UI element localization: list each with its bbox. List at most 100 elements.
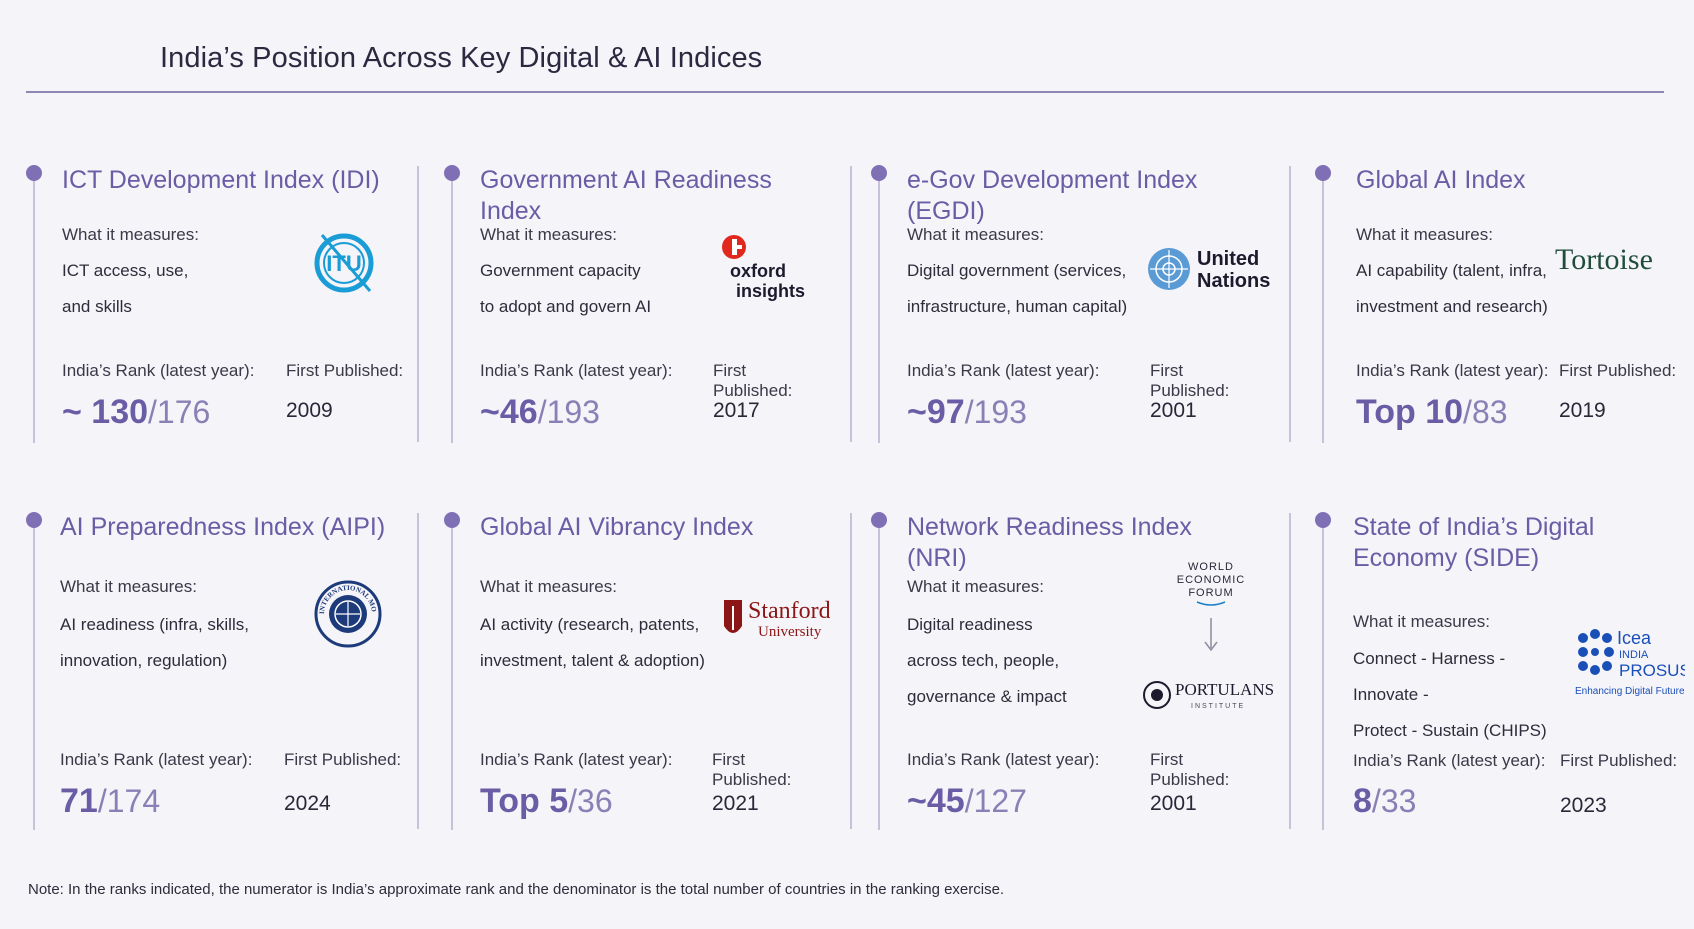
title-rule	[26, 91, 1664, 93]
rank-value: 71/174	[60, 782, 161, 820]
first-published-label: First Published:	[712, 750, 792, 789]
index-card-ai-vibrancy: Global AI Vibrancy Index What it measure…	[444, 512, 831, 830]
first-published-label: First Published:	[286, 361, 404, 380]
first-published-year: 2009	[286, 399, 333, 422]
card-title: Global AI Index	[1356, 166, 1526, 194]
index-card-aipi: AI Preparedness Index (AIPI) What it mea…	[26, 512, 406, 830]
first-published-year: 2021	[712, 792, 759, 815]
rank-label: India’s Rank (latest year):	[62, 361, 255, 380]
svg-text:University: University	[758, 624, 822, 640]
svg-text:Stanford: Stanford	[748, 598, 830, 624]
index-card-egdi: e-Gov Development Index (EGDI) What it m…	[871, 165, 1270, 443]
footnote: Note: In the ranks indicated, the numera…	[28, 881, 1005, 898]
card-title: ICT Development Index (IDI)	[62, 166, 380, 194]
index-card-gari: Government AI Readiness Index What it me…	[444, 165, 824, 443]
first-published-year: 2001	[1150, 792, 1197, 815]
svg-text:INSTITUTE: INSTITUTE	[1191, 703, 1245, 710]
rank-value: ~45/127	[907, 782, 1027, 820]
svg-text:Tortoise: Tortoise	[1555, 243, 1653, 276]
svg-text:INDIA: INDIA	[1619, 649, 1649, 661]
first-published-year: 2019	[1559, 399, 1606, 422]
timeline-dot	[26, 512, 42, 528]
svg-text:Enhancing Digital Future: Enhancing Digital Future	[1575, 686, 1685, 697]
svg-text:Nations: Nations	[1197, 270, 1270, 292]
svg-text:Icea: Icea	[1617, 628, 1652, 648]
svg-text:ITU: ITU	[326, 251, 361, 276]
divider	[1289, 166, 1291, 442]
first-published-label: First Published:	[1150, 750, 1230, 789]
rank-value: ~46/193	[480, 393, 600, 431]
rank-value: Top 10/83	[1356, 393, 1508, 431]
index-card-idi: ICT Development Index (IDI) What it meas…	[26, 165, 406, 443]
rank-label: India’s Rank (latest year):	[480, 361, 673, 380]
rank-label: India’s Rank (latest year):	[1356, 361, 1549, 380]
wef-portulans-logo: WORLD ECONOMIC FORUM PORTULANS INSTITUTE	[1143, 560, 1277, 735]
timeline-dot	[444, 165, 460, 181]
measures-label: What it measures:	[60, 577, 197, 596]
rank-label: India’s Rank (latest year):	[60, 750, 253, 769]
rank-label: India’s Rank (latest year):	[907, 361, 1100, 380]
measures-label: What it measures:	[907, 225, 1044, 244]
divider	[850, 513, 852, 829]
rank-value: 8/33	[1353, 782, 1417, 820]
imf-seal-logo: INTERNATIONAL MONETARY FUND	[311, 572, 384, 655]
measures-label: What it measures:	[480, 225, 617, 244]
divider	[850, 166, 852, 442]
first-published-year: 2024	[284, 792, 331, 815]
svg-text:oxford: oxford	[730, 261, 786, 281]
index-card-nri: Network Readiness Index (NRI) What it me…	[871, 512, 1274, 830]
measures-label: What it measures:	[907, 577, 1044, 596]
divider	[417, 166, 419, 442]
index-card-global-ai-index: Global AI Index What it measures: AI cap…	[1315, 165, 1685, 443]
svg-text:PROSUS: PROSUS	[1619, 661, 1685, 680]
card-title: State of India’s Digital Economy (SIDE)	[1353, 513, 1595, 572]
timeline-dot	[1315, 512, 1331, 528]
measures-text: Digital readiness across tech, people, g…	[907, 615, 1067, 706]
timeline-dot	[1315, 165, 1331, 181]
timeline-dot	[871, 512, 887, 528]
card-title: Global AI Vibrancy Index	[480, 513, 754, 541]
first-published-year: 2023	[1560, 794, 1607, 817]
rank-value: ~97/193	[907, 393, 1027, 431]
rank-value: ~ 130/176	[62, 393, 211, 431]
svg-text:FORUM: FORUM	[1188, 587, 1233, 599]
divider	[1289, 513, 1291, 829]
rank-label: India’s Rank (latest year):	[1353, 751, 1546, 770]
first-published-label: First Published:	[1559, 361, 1677, 380]
first-published-label: First Published:	[1560, 751, 1678, 770]
tortoise-logo: Tortoise	[1555, 241, 1667, 286]
timeline-dot	[871, 165, 887, 181]
measures-text: ICT access, use, and skills	[62, 261, 189, 316]
card-title: AI Preparedness Index (AIPI)	[60, 513, 386, 541]
first-published-year: 2001	[1150, 399, 1197, 422]
card-title: Government AI Readiness Index	[480, 166, 772, 225]
page-title: India’s Position Across Key Digital & AI…	[160, 42, 763, 74]
card-title: Network Readiness Index (NRI)	[907, 513, 1192, 572]
timeline-dot	[444, 512, 460, 528]
measures-text: Government capacity to adopt and govern …	[480, 261, 652, 316]
measures-text: AI readiness (infra, skills, innovation,…	[60, 615, 249, 670]
rank-label: India’s Rank (latest year):	[907, 750, 1100, 769]
svg-text:PORTULANS: PORTULANS	[1175, 680, 1274, 699]
measures-text: AI activity (research, patents, investme…	[480, 615, 705, 670]
svg-text:insights: insights	[736, 281, 805, 301]
measures-label: What it measures:	[1353, 612, 1490, 631]
measures-label: What it measures:	[62, 225, 199, 244]
rank-label: India’s Rank (latest year):	[480, 750, 673, 769]
stanford-logo: Stanford University	[720, 596, 831, 651]
first-published-year: 2017	[713, 399, 760, 422]
card-title: e-Gov Development Index (EGDI)	[907, 166, 1198, 225]
oxford-insights-logo: oxford insights	[720, 233, 816, 310]
measures-label: What it measures:	[1356, 225, 1493, 244]
timeline-dot	[26, 165, 42, 181]
first-published-label: First Published:	[284, 750, 402, 769]
first-published-label: First Published:	[713, 361, 793, 400]
united-nations-logo: United Nations	[1145, 243, 1281, 300]
rank-value: Top 5/36	[480, 782, 613, 820]
measures-label: What it measures:	[480, 577, 617, 596]
itu-logo: ITU	[312, 225, 382, 302]
svg-text:ECONOMIC: ECONOMIC	[1177, 574, 1246, 586]
divider	[417, 513, 419, 829]
index-card-side: State of India’s Digital Economy (SIDE) …	[1315, 512, 1691, 830]
icea-prosus-logo: Icea INDIA PROSUS Enhancing Digital Futu…	[1575, 628, 1691, 711]
